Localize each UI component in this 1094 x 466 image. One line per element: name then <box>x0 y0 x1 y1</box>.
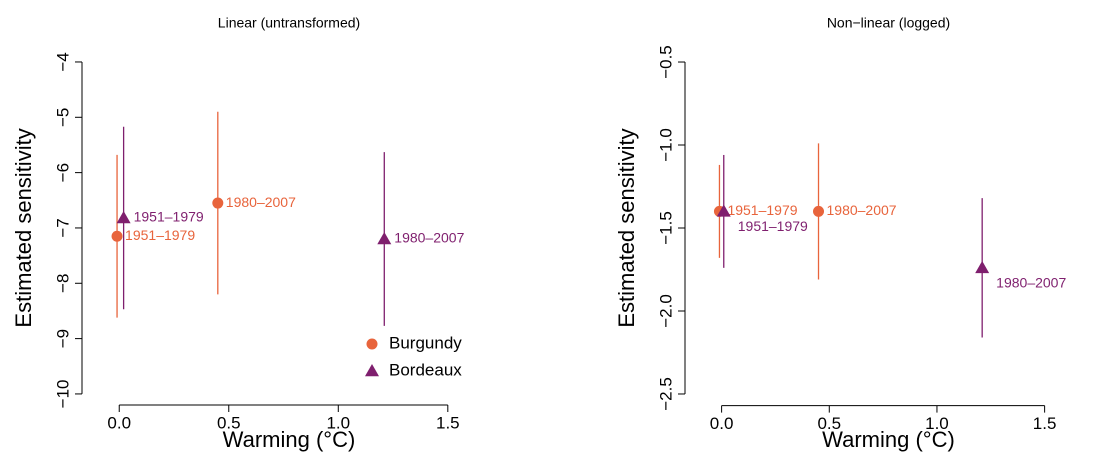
panel-title: Non−linear (logged) <box>827 15 950 31</box>
x-tick-label: 1.0 <box>925 414 949 433</box>
x-tick-label: 1.0 <box>326 413 350 432</box>
point-label: 1980–2007 <box>226 194 296 210</box>
point-label: 1980–2007 <box>996 275 1066 291</box>
y-tick-label: −6 <box>53 163 72 182</box>
x-tick-label: 1.5 <box>436 413 460 432</box>
x-tick-label: 0.0 <box>107 413 131 432</box>
y-axis-label: Estimated sensitivity <box>614 128 639 327</box>
legend-label: Bordeaux <box>389 360 462 379</box>
y-tick-label: −2.0 <box>656 294 675 328</box>
point-label: 1980–2007 <box>394 230 464 246</box>
point <box>116 210 131 224</box>
legend-marker <box>365 364 379 377</box>
point <box>975 260 990 274</box>
x-tick-label: 1.5 <box>1033 414 1057 433</box>
point-label: 1980–2007 <box>827 202 897 218</box>
x-tick-label: 0.0 <box>710 414 734 433</box>
point-label: 1951–1979 <box>738 218 808 234</box>
y-tick-label: −0.5 <box>656 45 675 79</box>
y-tick-label: −2.5 <box>656 377 675 411</box>
legend-marker <box>366 338 378 350</box>
point-label: 1951–1979 <box>125 227 195 243</box>
x-axis-label: Warming (°C) <box>822 427 955 452</box>
legend-label: Burgundy <box>389 333 462 352</box>
y-tick-label: −9 <box>53 329 72 348</box>
panel: Linear (untransformed) Warming (°C) Estima… <box>11 15 465 452</box>
y-tick-label: −4 <box>53 52 72 71</box>
y-tick-label: −7 <box>53 218 72 237</box>
panel-title: Linear (untransformed) <box>218 15 360 31</box>
y-tick-label: −5 <box>53 108 72 127</box>
y-tick-label: −10 <box>53 380 72 409</box>
point <box>212 197 224 209</box>
point <box>716 204 731 217</box>
y-tick-label: −8 <box>53 274 72 293</box>
point-label: 1951–1979 <box>134 209 204 225</box>
y-axis-label: Estimated sensitivity <box>11 128 36 327</box>
x-tick-label: 0.5 <box>217 413 241 432</box>
point <box>813 205 825 217</box>
point <box>111 230 123 242</box>
x-axis-label: Warming (°C) <box>223 427 356 452</box>
y-tick-label: −1.5 <box>656 211 675 245</box>
point-label: 1951–1979 <box>727 202 797 218</box>
x-tick-label: 0.5 <box>817 414 841 433</box>
panel: Non−linear (logged) Warming (°C) Estimated… <box>614 15 1067 452</box>
y-tick-label: −1.0 <box>656 128 675 162</box>
point <box>377 232 392 245</box>
